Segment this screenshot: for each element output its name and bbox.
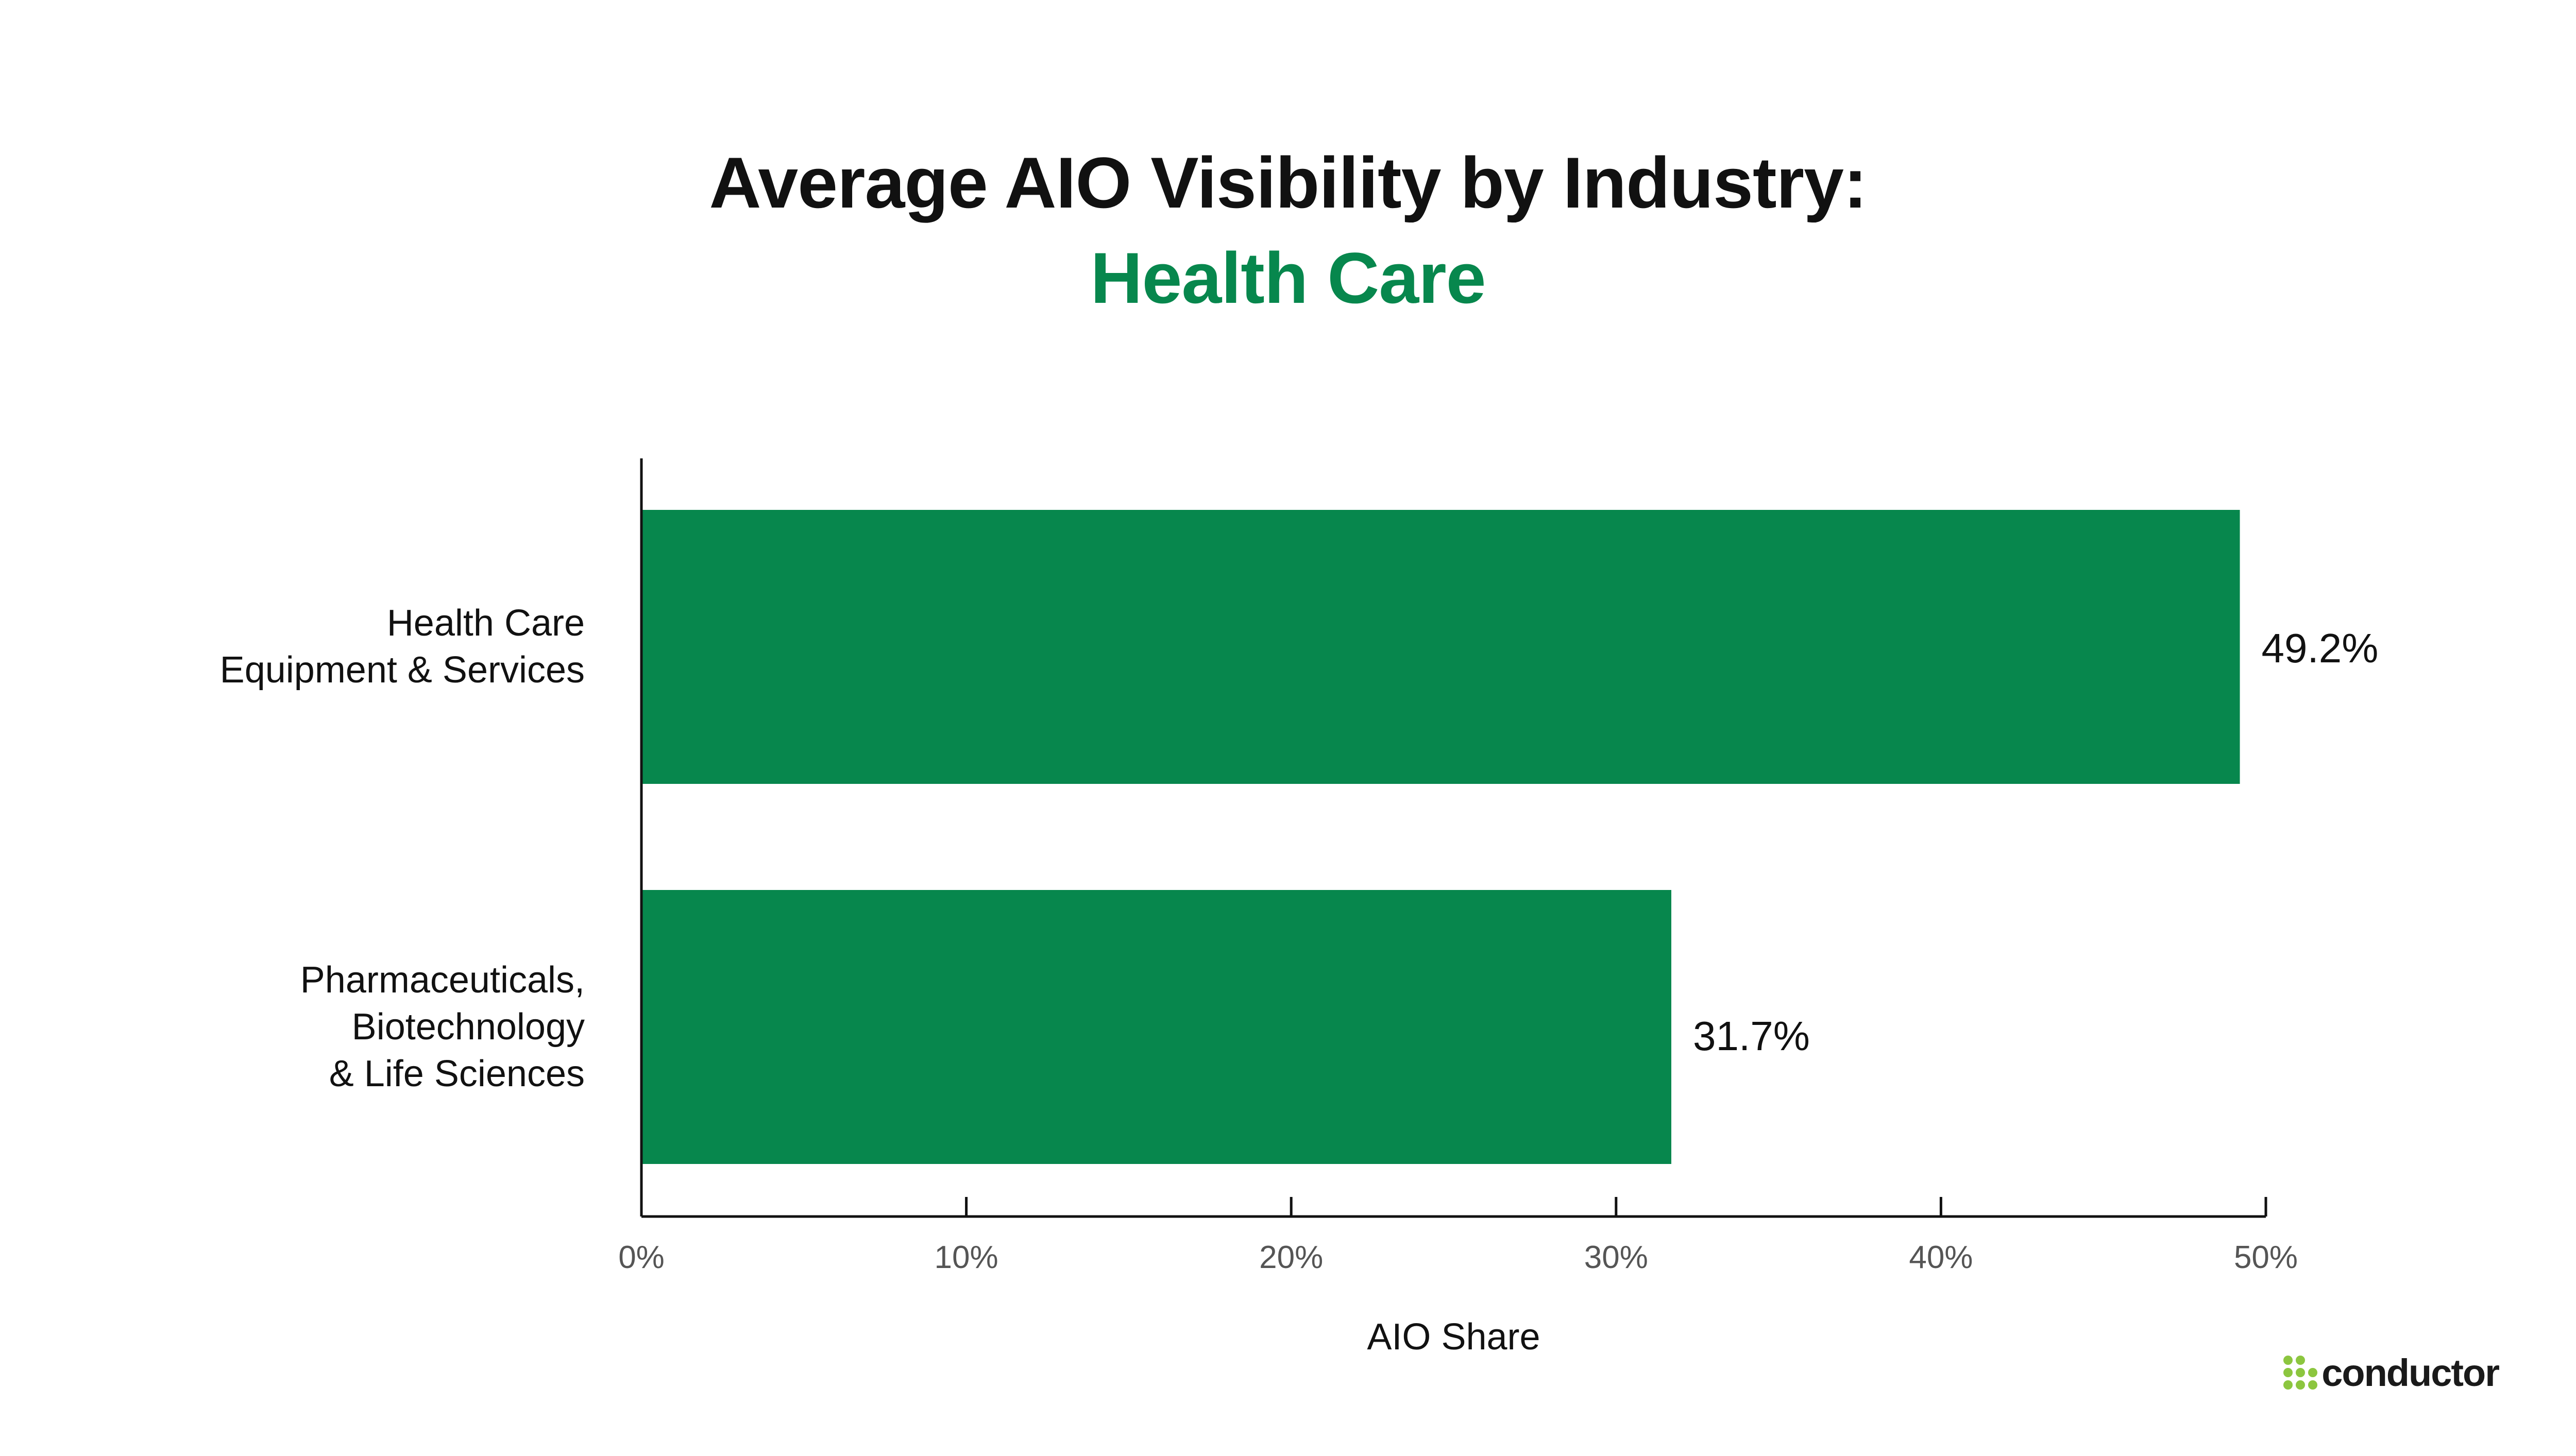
dots-cluster-icon [2283, 1356, 2318, 1390]
category-label-line: Equipment & Services [219, 649, 585, 691]
x-tick-label: 20% [1259, 1240, 1323, 1275]
x-tick-label: 30% [1584, 1240, 1648, 1275]
labels-layer: 49.2% 31.7% 0% 10% 20% 30% 40% 50% AIO Share [618, 625, 2378, 1358]
x-tick-label: 10% [935, 1240, 998, 1275]
bar [641, 890, 1672, 1164]
bar-value-label: 49.2% [2262, 625, 2379, 671]
bar [641, 510, 2240, 784]
chart-subtitle: Health Care [1090, 237, 1486, 318]
chart-title: Average AIO Visibility by Industry: [709, 142, 1867, 223]
brand-name: conductor [2321, 1351, 2500, 1394]
x-axis-title: AIO Share [1367, 1316, 1540, 1358]
bars-layer [641, 510, 2240, 1164]
category-label-line: & Life Sciences [329, 1053, 585, 1094]
title-block: Average AIO Visibility by Industry: Heal… [0, 139, 2576, 330]
x-tick-label: 40% [1909, 1240, 1973, 1275]
category-label-line: Health Care [386, 603, 585, 644]
category-label: Pharmaceuticals, Biotechnology & Life Scie… [0, 957, 585, 1098]
x-tick-label: 50% [2234, 1240, 2298, 1275]
x-tick-label: 0% [618, 1240, 665, 1275]
bar-value-label: 31.7% [1693, 1013, 1810, 1059]
category-label-line: Biotechnology [351, 1006, 585, 1048]
brand-logo: conductor [2283, 1351, 2500, 1394]
axis-layer [640, 458, 2267, 1218]
category-label: Health Care Equipment & Services [0, 600, 585, 694]
category-label-line: Pharmaceuticals, [300, 959, 585, 1001]
